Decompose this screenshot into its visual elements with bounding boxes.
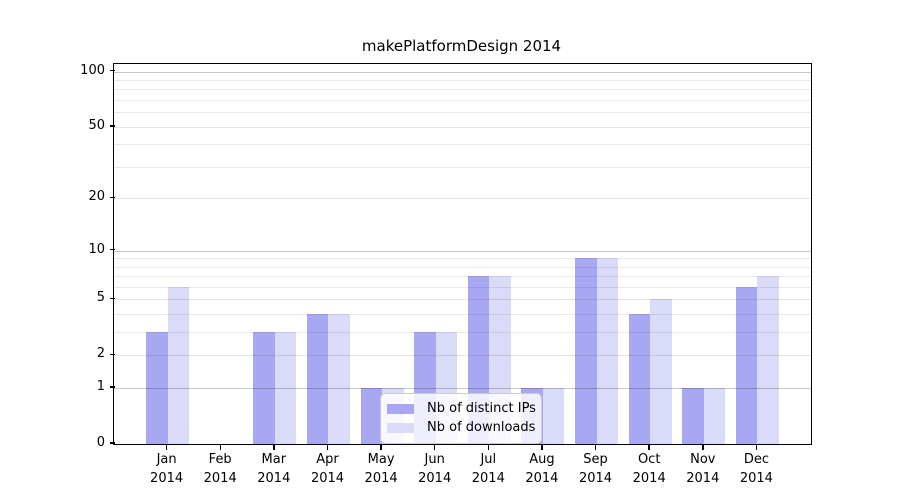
bar-downloads-nov [703, 388, 726, 444]
y-axis-tick-label: 20 [88, 189, 105, 205]
bar-ips-jan [146, 332, 168, 444]
gridline-60 [114, 112, 811, 114]
x-axis-tick-label: Dec 2014 [739, 452, 773, 486]
bar-downloads-aug [542, 388, 565, 444]
x-axis-tick-label: Apr 2014 [310, 452, 345, 486]
gridline-40 [114, 144, 811, 146]
x-tick-mark-mar [273, 444, 275, 450]
gridline-10 [114, 250, 811, 252]
gridline-4 [114, 314, 811, 316]
bar-ips-oct [628, 314, 651, 444]
bar-ips-nov [682, 388, 704, 444]
bar-downloads-mar [274, 332, 297, 444]
x-axis-tick-label: Sep 2014 [578, 452, 613, 486]
gridline-70 [114, 100, 811, 102]
y-axis-tick-label: 1 [96, 379, 105, 395]
x-tick-mark-nov [702, 444, 704, 450]
y-tick-mark-10 [109, 248, 115, 251]
gridline-90 [114, 80, 811, 81]
gridline-6 [114, 287, 811, 288]
gridline-20 [114, 198, 811, 200]
gridline-7 [114, 276, 811, 278]
y-axis-tick-label: 10 [88, 241, 105, 257]
legend-label-downloads: Nb of downloads [427, 420, 536, 435]
y-tick-mark-20 [109, 196, 115, 199]
x-tick-mark-sep [594, 444, 597, 450]
x-axis-tick-label: Nov 2014 [686, 452, 720, 486]
y-axis-tick-label: 5 [96, 290, 105, 306]
y-tick-mark-1 [109, 386, 115, 388]
x-tick-mark-may [380, 444, 382, 450]
x-tick-mark-jun [433, 444, 436, 450]
bar-downloads-dec [757, 276, 779, 444]
legend-swatch-ips-icon [387, 403, 414, 414]
legend-item-downloads: Nb of downloads [387, 418, 536, 437]
bar-downloads-apr [328, 314, 350, 444]
x-axis-tick-label: Jun 2014 [418, 452, 452, 486]
gridline-5 [114, 299, 811, 301]
bar-downloads-sep [596, 258, 619, 444]
legend-label-ips: Nb of distinct IPs [427, 401, 536, 416]
gridline-30 [114, 166, 811, 168]
y-tick-mark-5 [109, 297, 115, 300]
bar-ips-sep [575, 258, 597, 444]
x-tick-mark-oct [648, 444, 650, 450]
y-axis-tick-label: 0 [96, 435, 105, 450]
x-axis-tick-label: Mar 2014 [257, 452, 291, 486]
bar-ips-dec [735, 287, 758, 444]
chart-title: makePlatformDesign 2014 [361, 37, 562, 55]
bar-downloads-oct [650, 299, 672, 444]
bar-ips-mar [253, 332, 275, 444]
x-tick-mark-dec [755, 444, 758, 450]
x-tick-mark-apr [326, 444, 329, 450]
x-axis-tick-label: Jul 2014 [471, 452, 505, 486]
x-axis-tick-label: Jan 2014 [150, 452, 184, 486]
x-tick-mark-aug [541, 444, 543, 450]
legend-swatch-downloads-icon [387, 422, 414, 433]
legend-item-distinct-ips: Nb of distinct IPs [387, 399, 536, 418]
x-tick-mark-jan [165, 444, 168, 450]
y-axis-tick-label: 50 [88, 117, 105, 133]
x-tick-mark-feb [219, 444, 221, 450]
plot-area: Nb of distinct IPs Nb of downloads [113, 63, 812, 445]
gridline-50 [114, 126, 811, 128]
gridline-100 [114, 71, 811, 73]
y-tick-mark-2 [109, 353, 115, 356]
y-tick-mark-100 [109, 69, 115, 72]
gridline-80 [114, 89, 811, 91]
y-axis-tick-label: 2 [96, 346, 105, 362]
gridline-2 [114, 355, 811, 357]
x-axis-tick-label: Oct 2014 [632, 452, 666, 486]
y-tick-mark-50 [109, 125, 115, 127]
gridline-9 [114, 258, 811, 260]
bar-ips-apr [306, 314, 329, 444]
x-axis-tick-label: May 2014 [364, 452, 398, 486]
x-axis-tick-label: Feb 2014 [203, 452, 237, 486]
gridline-8 [114, 266, 811, 268]
x-tick-mark-jul [487, 444, 490, 450]
y-tick-mark-0 [109, 442, 115, 444]
gridline-3 [114, 332, 811, 334]
y-axis-tick-label: 100 [80, 62, 105, 78]
bar-downloads-jan [167, 287, 190, 444]
x-axis-tick-label: Aug 2014 [525, 452, 559, 486]
bar-ips-may [360, 388, 383, 444]
legend: Nb of distinct IPs Nb of downloads [380, 393, 542, 444]
